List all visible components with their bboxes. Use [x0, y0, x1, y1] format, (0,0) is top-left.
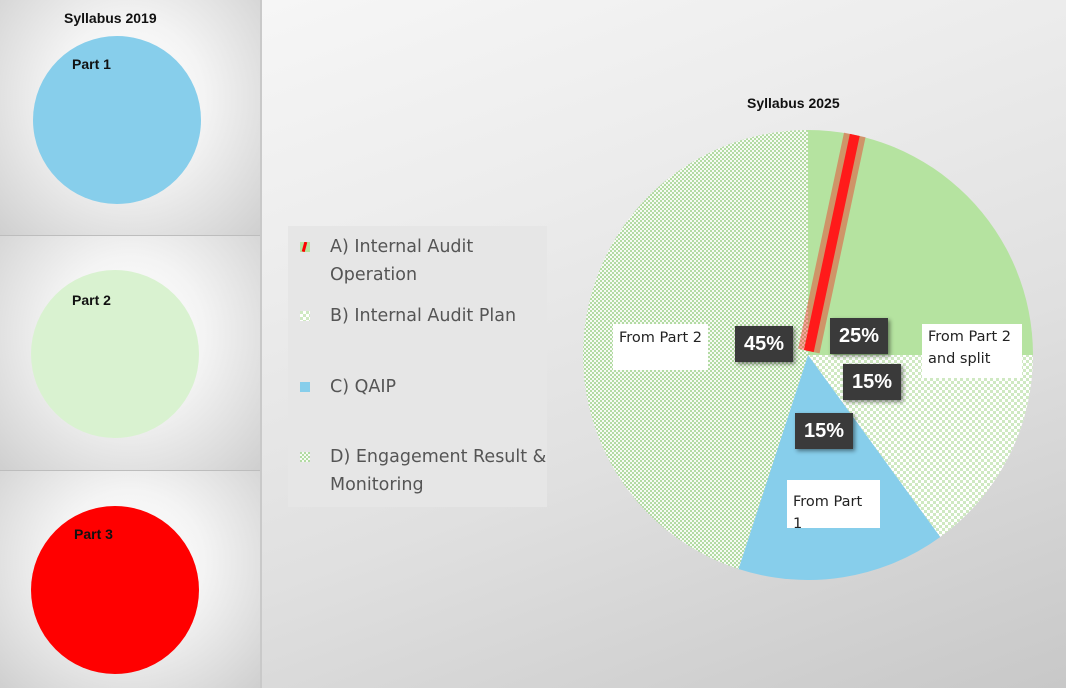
slice-label-c: From Part 1 [787, 480, 880, 532]
legend-swatch-b [300, 311, 310, 321]
legend-swatch-a [300, 242, 310, 252]
part3-circle [31, 506, 199, 674]
legend-label-d: D) Engagement Result & Monitoring [330, 447, 547, 495]
legend-label-a: A) Internal Audit Operation [330, 237, 474, 285]
legend-item-d: D) Engagement Result & Monitoring [300, 443, 546, 503]
data-label-a: 25% [830, 318, 888, 354]
legend-item-c: C) QAIP [300, 373, 540, 401]
syllabus-2019-title: Syllabus 2019 [64, 10, 157, 26]
part3-panel: Part 3 [0, 471, 260, 688]
part1-panel: Syllabus 2019 Part 1 [0, 0, 260, 236]
legend-item-a: A) Internal Audit Operation [300, 233, 540, 293]
slice-label-b: From Part 2 and split [922, 324, 1022, 378]
part2-circle [31, 270, 199, 438]
data-label-c: 15% [795, 413, 853, 449]
legend-item-b: B) Internal Audit Plan [300, 302, 540, 330]
chart-title: Syllabus 2025 [747, 95, 840, 111]
legend-label-c: C) QAIP [330, 377, 397, 397]
part3-label: Part 3 [74, 526, 113, 542]
data-label-d: 45% [735, 326, 793, 362]
part1-label: Part 1 [72, 56, 111, 72]
slice-label-d: From Part 2 [613, 324, 708, 370]
legend-label-b: B) Internal Audit Plan [330, 306, 517, 326]
pie-slice-b [808, 355, 1033, 538]
part2-label: Part 2 [72, 292, 111, 308]
chart-legend: A) Internal Audit Operation B) Internal … [288, 226, 547, 507]
data-label-b: 15% [843, 364, 901, 400]
legend-swatch-c [300, 382, 310, 392]
pie-slice-a [808, 130, 1033, 355]
pie-slice-a-stripe [803, 133, 860, 353]
part1-circle [33, 36, 201, 204]
legend-swatch-d [300, 452, 310, 462]
part2-panel: Part 2 [0, 236, 260, 471]
